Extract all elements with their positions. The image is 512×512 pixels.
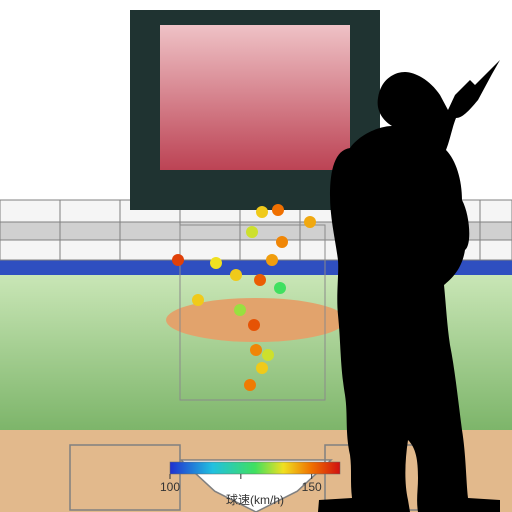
pitch-marker <box>248 319 260 331</box>
pitch-marker <box>246 226 258 238</box>
pitch-marker <box>210 257 222 269</box>
colorbar-tick-label: 100 <box>160 480 180 494</box>
pitch-marker <box>272 204 284 216</box>
pitch-marker <box>244 379 256 391</box>
pitch-marker <box>262 349 274 361</box>
pitch-marker <box>256 362 268 374</box>
pitch-marker <box>192 294 204 306</box>
pitch-marker <box>256 206 268 218</box>
pitch-marker <box>254 274 266 286</box>
pitch-marker <box>250 344 262 356</box>
pitch-marker <box>234 304 246 316</box>
pitch-marker <box>266 254 278 266</box>
scoreboard-foot <box>180 180 330 210</box>
pitch-marker <box>274 282 286 294</box>
pitch-marker <box>230 269 242 281</box>
pitch-chart-svg: 100 150 球速(km/h) <box>0 0 512 512</box>
scoreboard-screen <box>160 25 350 170</box>
colorbar-axis-label: 球速(km/h) <box>226 493 284 507</box>
colorbar-tick-label: 150 <box>302 480 322 494</box>
velocity-colorbar <box>170 462 340 474</box>
pitch-location-chart: 100 150 球速(km/h) <box>0 0 512 512</box>
pitch-marker <box>172 254 184 266</box>
pitch-marker <box>276 236 288 248</box>
pitch-marker <box>304 216 316 228</box>
